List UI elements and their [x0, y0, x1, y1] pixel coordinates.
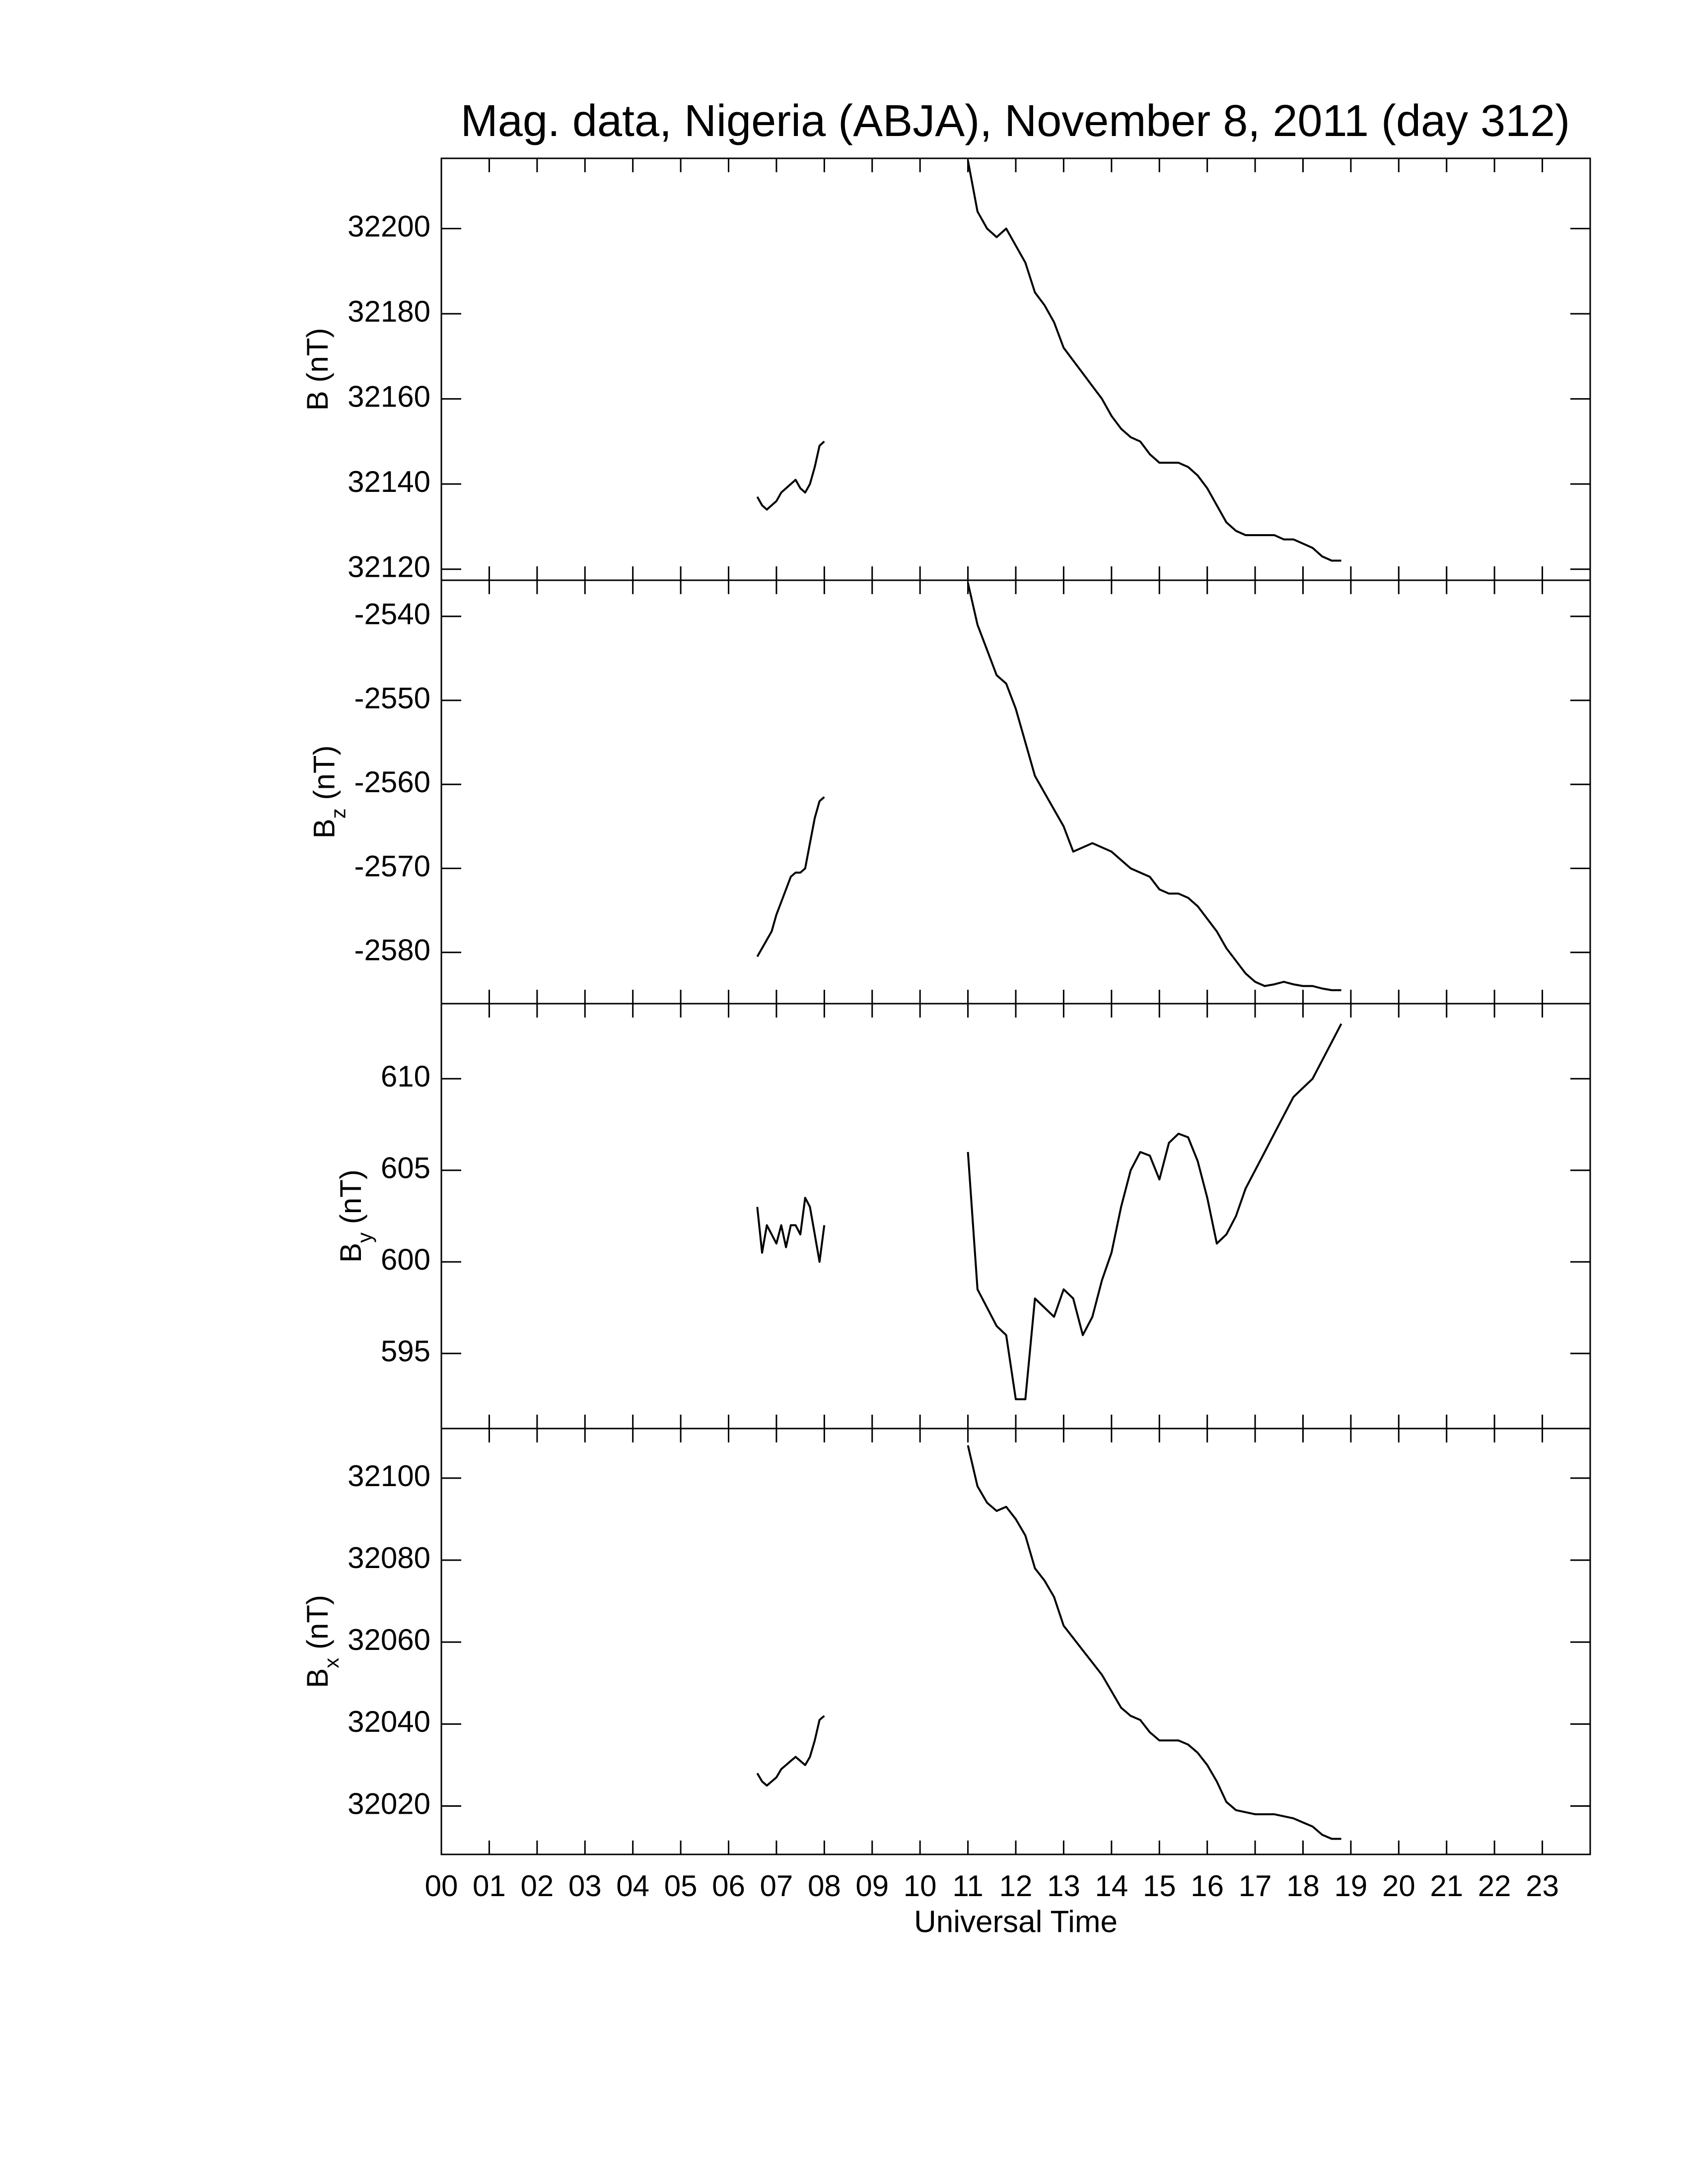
y-axis-label: B (nT): [301, 328, 334, 411]
y-tick-label: 595: [381, 1335, 430, 1368]
y-tick-label: 32100: [348, 1459, 430, 1493]
y-tick-label: 32020: [348, 1787, 430, 1820]
y-axis-label: By (nT): [334, 1169, 376, 1263]
x-tick-label: 04: [616, 1869, 649, 1903]
x-tick-label: 11: [952, 1869, 983, 1903]
plot-frame: [440, 579, 1591, 1005]
x-tick-label: 08: [808, 1869, 841, 1903]
x-tick-label: 15: [1143, 1869, 1176, 1903]
data-line: [756, 1445, 1341, 1840]
y-label-symbol: B: [301, 391, 334, 410]
x-tick-label: 18: [1286, 1869, 1320, 1903]
x-tick-label: 02: [520, 1869, 554, 1903]
y-tick-label: -2580: [354, 934, 430, 967]
chart-title: Mag. data, Nigeria (ABJA), November 8, 2…: [461, 96, 1570, 146]
y-tick-label: -2560: [354, 765, 430, 799]
x-tick-label: 12: [999, 1869, 1033, 1903]
y-axis-label: Bz (nT): [308, 746, 350, 839]
y-tick-label: 600: [381, 1243, 430, 1276]
x-tick-label: 01: [473, 1869, 506, 1903]
x-tick-label: 20: [1382, 1869, 1415, 1903]
y-tick-label: 32200: [348, 209, 430, 243]
x-tick-label: 09: [855, 1869, 889, 1903]
y-tick-label: 32080: [348, 1541, 430, 1574]
y-label-subscript: z: [327, 808, 350, 819]
y-tick-label: -2570: [354, 849, 430, 883]
y-label-symbol: B: [301, 1668, 334, 1688]
y-tick-label: 32180: [348, 295, 430, 328]
x-tick-label: 00: [425, 1869, 458, 1903]
data-line: [756, 1023, 1342, 1400]
x-tick-label: 14: [1095, 1869, 1128, 1903]
plot-frame: [440, 157, 1591, 581]
x-tick-label: 19: [1335, 1869, 1368, 1903]
x-tick-label: 13: [1047, 1869, 1080, 1903]
x-axis-label: Universal Time: [914, 1905, 1118, 1939]
x-tick-label: 17: [1239, 1869, 1272, 1903]
x-tick-label: 21: [1430, 1869, 1463, 1903]
y-tick-label: -2550: [354, 682, 430, 715]
y-label-subscript: x: [320, 1658, 343, 1668]
y-tick-label: 32040: [348, 1705, 430, 1738]
y-tick-label: 32140: [348, 465, 430, 498]
y-tick-label: -2540: [354, 598, 430, 631]
y-tick-label: 32160: [348, 380, 430, 413]
y-label-unit: (nT): [308, 746, 341, 809]
x-tick-label: 07: [760, 1869, 793, 1903]
y-label-symbol: B: [308, 819, 341, 838]
y-tick-label: 32060: [348, 1623, 430, 1656]
x-tick-label: 03: [568, 1869, 602, 1903]
x-tick-label: 22: [1478, 1869, 1511, 1903]
y-tick-label: 610: [381, 1060, 430, 1093]
data-line: [756, 160, 1341, 562]
y-axis-label: Bx (nT): [301, 1595, 343, 1688]
x-tick-label: 05: [664, 1869, 698, 1903]
x-tick-label: 06: [712, 1869, 745, 1903]
plot-frame: [440, 1428, 1591, 1855]
y-label-unit: (nT): [334, 1169, 367, 1232]
x-tick-label: 10: [904, 1869, 937, 1903]
y-label-subscript: y: [353, 1232, 376, 1243]
y-tick-label: 32120: [348, 550, 430, 584]
y-label-unit: (nT): [301, 328, 334, 391]
x-tick-label: 23: [1526, 1869, 1559, 1903]
y-tick-label: 605: [381, 1152, 430, 1185]
data-line: [756, 582, 1341, 991]
y-label-symbol: B: [334, 1243, 367, 1263]
y-label-unit: (nT): [301, 1595, 334, 1658]
plot-frame: [440, 1003, 1591, 1430]
x-tick-label: 16: [1191, 1869, 1224, 1903]
